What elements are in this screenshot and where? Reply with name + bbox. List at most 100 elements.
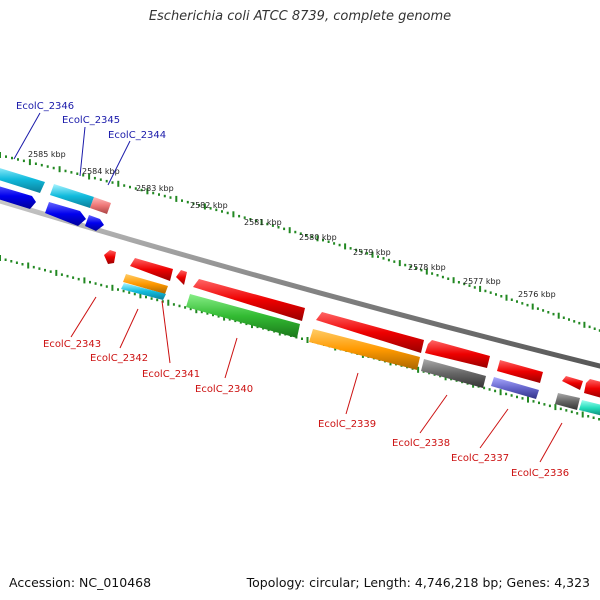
ruler-dot <box>158 193 160 196</box>
gene-feature <box>130 258 173 281</box>
gene-label: EcolC_2340 <box>195 384 253 395</box>
ruler-dot <box>178 304 181 308</box>
ruler-dot <box>598 418 600 421</box>
connector-line <box>70 296 97 338</box>
ruler-dot <box>76 172 79 175</box>
ruler-dot <box>77 277 80 281</box>
connector-line <box>161 300 171 364</box>
ruler-labels: 2585 kbp 2584 kbp 2583 kbp 2582 kbp 2581 kbp… <box>28 150 556 299</box>
ruler-dot <box>239 321 242 324</box>
ruler-top <box>0 152 600 332</box>
ruler-dot <box>215 208 218 212</box>
ruler-dot <box>547 311 550 314</box>
ruler-dot <box>327 240 330 243</box>
accession-text: Accession: NC_010468 <box>9 575 152 590</box>
ruler-dot <box>526 303 529 307</box>
ruler-dot <box>306 337 309 343</box>
ruler-dot <box>483 386 486 390</box>
ruler-dot <box>139 292 142 299</box>
ruler-dot <box>94 282 97 285</box>
ruler-dot <box>404 263 407 267</box>
gene-feature <box>584 379 600 398</box>
ruler-dot <box>536 307 539 310</box>
ruler-dot <box>243 216 246 219</box>
ruler-dot <box>123 184 126 187</box>
ruler-dot <box>64 169 67 173</box>
ruler-dot <box>393 260 396 263</box>
ruler-label: 2585 kbp <box>28 150 66 159</box>
ruler-dot <box>234 319 237 323</box>
gene-feature <box>0 186 36 209</box>
ruler-dot <box>387 258 390 262</box>
gene-label: EcolC_2338 <box>392 438 450 449</box>
ruler-dot <box>431 272 434 275</box>
ruler-dot <box>100 283 103 287</box>
gene-feature <box>104 250 116 264</box>
ruler-dot <box>55 269 58 276</box>
ruler-dot <box>146 188 149 195</box>
ruler-dot <box>221 210 223 213</box>
gene-feature <box>579 400 600 416</box>
gene-labels: EcolC_2346 EcolC_2345 EcolC_2344 EcolC_2… <box>16 101 569 479</box>
ruler-label: 2582 kbp <box>190 201 228 210</box>
gene-feature <box>316 312 424 353</box>
ruler-dot <box>494 389 497 393</box>
ruler-dot <box>226 211 229 215</box>
ruler-dot <box>60 273 63 276</box>
ruler-dot <box>301 337 303 340</box>
gene-feature <box>193 279 305 321</box>
ruler-dot <box>521 302 524 305</box>
gene-feature <box>85 215 104 231</box>
ruler-dot <box>578 321 581 325</box>
ruler-dot <box>488 388 491 391</box>
ruler-dot <box>294 230 297 234</box>
ruler-dot <box>283 227 286 231</box>
ruler-dot <box>568 318 570 321</box>
ruler-dot <box>249 218 252 221</box>
ruler-dot <box>587 415 590 418</box>
ruler-dot <box>40 163 43 167</box>
ruler-dot <box>72 276 75 279</box>
ruler-dot <box>52 166 55 170</box>
ruler-dot <box>99 178 102 181</box>
ruler-dot <box>338 243 341 247</box>
ruler-dot <box>573 320 576 323</box>
ruler-dot <box>21 263 24 266</box>
ruler-dot <box>531 303 534 310</box>
ruler-dot <box>111 181 114 184</box>
ruler-dot <box>417 366 420 373</box>
ruler-dot <box>420 268 423 272</box>
ruler-dot <box>557 312 560 319</box>
ruler-dot <box>163 194 166 198</box>
ruler-dot <box>203 203 206 210</box>
ruler-dot <box>371 251 374 258</box>
ruler-label: 2580 kbp <box>299 233 337 242</box>
ruler-dot <box>316 235 319 242</box>
ruler-dot <box>565 409 568 412</box>
ruler-dot <box>105 285 108 288</box>
ruler-dot <box>22 159 25 163</box>
ruler-dot <box>38 267 41 270</box>
ruler-dot <box>17 158 19 161</box>
ruler-dot <box>505 294 508 301</box>
ruler-dot <box>255 219 257 223</box>
ruler-dot <box>88 173 91 180</box>
ruler-dot <box>409 265 412 268</box>
gene-label: EcolC_2345 <box>62 115 120 126</box>
ruler-dot <box>543 403 546 406</box>
ruler-dot <box>277 226 280 229</box>
connector-line <box>539 422 563 463</box>
ruler-dot <box>588 325 591 329</box>
ruler-dot <box>209 207 212 210</box>
gene-feature <box>45 202 86 226</box>
gene-feature <box>491 377 539 399</box>
gene-feature <box>562 376 583 390</box>
ruler-dot <box>593 327 596 330</box>
ruler-dot <box>93 176 96 180</box>
ruler-dot <box>349 247 352 250</box>
label-connectors <box>13 112 563 463</box>
connector-line <box>479 408 509 449</box>
ruler-dot <box>598 329 600 332</box>
ruler-dot <box>527 396 529 403</box>
ruler-dot <box>46 165 49 168</box>
